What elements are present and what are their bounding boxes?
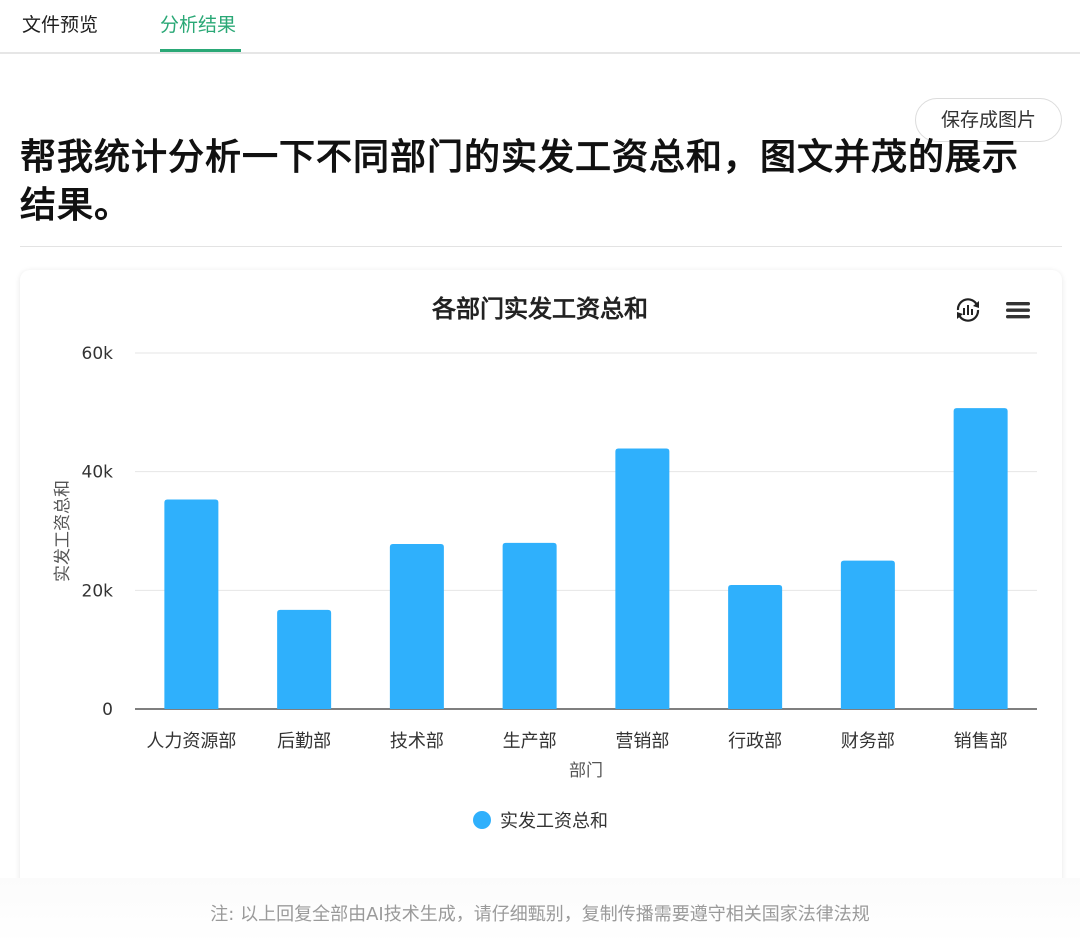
bar xyxy=(728,584,783,709)
x-axis-title: 部门 xyxy=(569,761,603,781)
bar xyxy=(615,448,670,709)
x-tick-label: 财务部 xyxy=(841,731,895,752)
y-tick-label: 0 xyxy=(102,700,113,720)
bar xyxy=(277,609,332,709)
x-tick-label: 行政部 xyxy=(728,731,782,752)
x-tick-label: 生产部 xyxy=(503,731,557,752)
y-axis-title: 实发工资总和 xyxy=(53,480,73,582)
bar xyxy=(953,408,1008,709)
tab-analysis-result[interactable]: 分析结果 xyxy=(160,14,237,36)
tab-bar: 文件预览 分析结果 xyxy=(0,0,1080,54)
bar xyxy=(840,560,895,709)
divider xyxy=(20,246,1062,247)
user-question: 帮我统计分析一下不同部门的实发工资总和，图文并茂的展示结果。 xyxy=(20,137,1020,226)
chart-switch-icon[interactable] xyxy=(953,296,983,324)
tab-file-preview[interactable]: 文件预览 xyxy=(22,14,99,36)
x-tick-label: 后勤部 xyxy=(277,731,331,752)
y-tick-label: 60k xyxy=(82,344,114,364)
x-tick-label: 销售部 xyxy=(954,731,1008,752)
x-tick-label: 营销部 xyxy=(615,731,669,752)
bar xyxy=(164,499,219,709)
save-as-image-button[interactable]: 保存成图片 xyxy=(915,98,1062,142)
x-tick-label: 人力资源部 xyxy=(146,731,236,752)
footer xyxy=(0,878,1080,944)
y-tick-label: 20k xyxy=(82,581,114,601)
bar xyxy=(389,544,444,709)
chart-title: 各部门实发工资总和 xyxy=(432,295,648,323)
hamburger-menu-icon[interactable] xyxy=(1003,296,1033,324)
x-tick-label: 技术部 xyxy=(390,731,444,752)
bar xyxy=(502,542,557,709)
y-tick-label: 40k xyxy=(82,463,114,483)
ai-disclaimer: 注: 以上回复全部由AI技术生成，请仔细甄别，复制传播需要遵守相关国家法律法规 xyxy=(210,904,870,925)
legend-label: 实发工资总和 xyxy=(500,811,608,832)
legend-marker xyxy=(473,811,491,829)
active-tab-indicator xyxy=(160,49,241,52)
